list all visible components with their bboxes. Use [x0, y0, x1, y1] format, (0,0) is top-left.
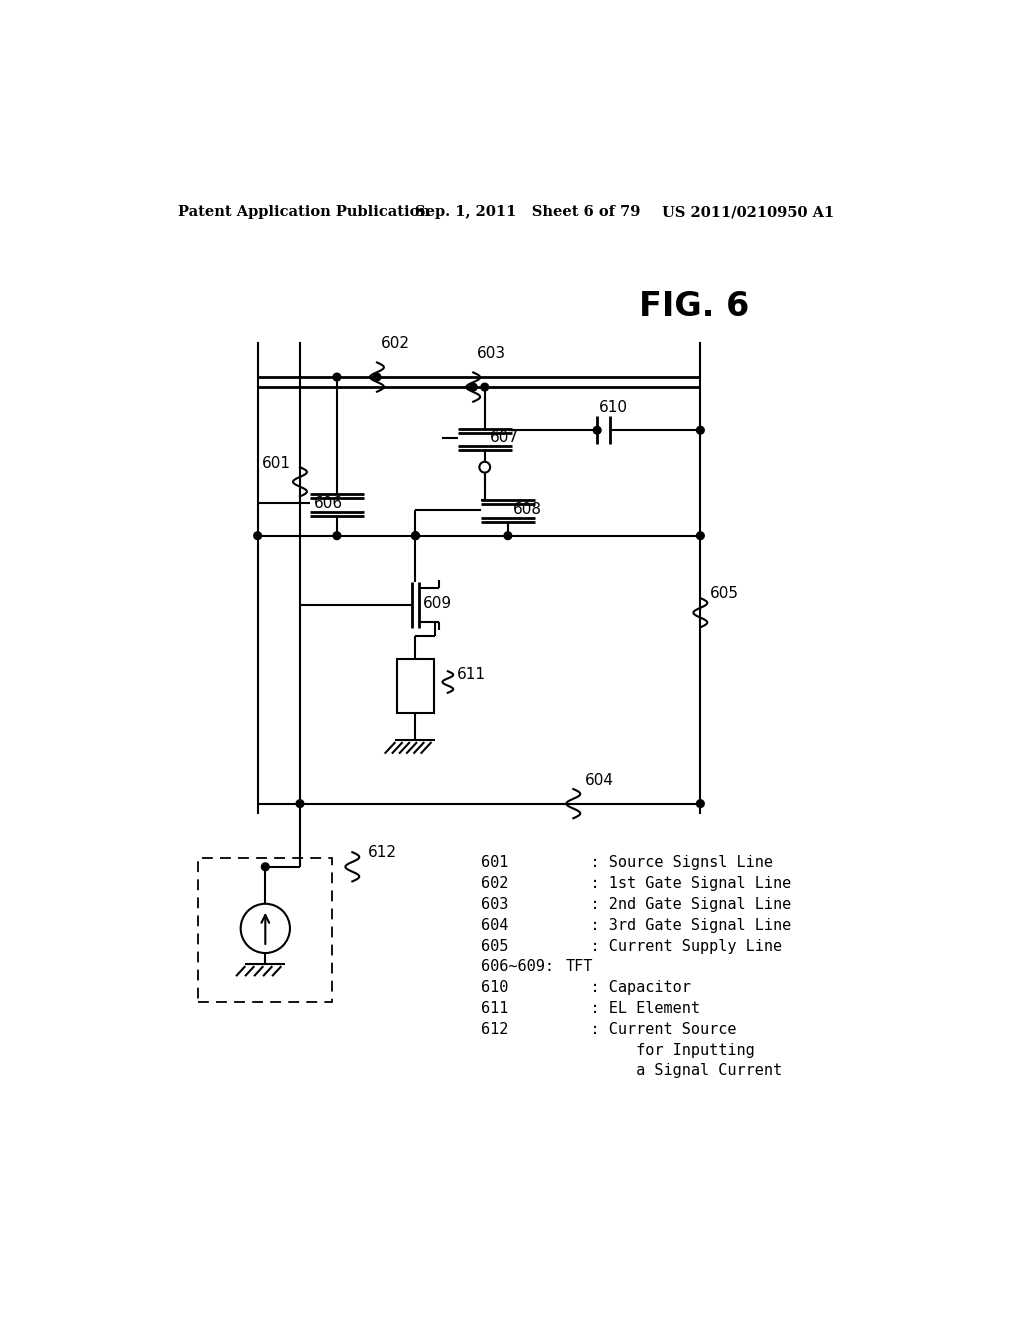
Text: 608: 608: [513, 502, 543, 517]
Text: : 1st Gate Signal Line: : 1st Gate Signal Line: [554, 876, 792, 891]
Circle shape: [412, 532, 419, 540]
Circle shape: [479, 462, 490, 473]
Text: : Source Signsl Line: : Source Signsl Line: [554, 855, 773, 870]
Text: : Capacitor: : Capacitor: [554, 981, 691, 995]
Circle shape: [696, 532, 705, 540]
Text: 606: 606: [313, 496, 343, 511]
Text: 605: 605: [481, 939, 508, 953]
Bar: [199, 858, 333, 1002]
Text: US 2011/0210950 A1: US 2011/0210950 A1: [662, 206, 835, 219]
Text: : EL Element: : EL Element: [554, 1001, 700, 1016]
Circle shape: [593, 426, 601, 434]
Circle shape: [373, 374, 381, 381]
Text: 609: 609: [423, 595, 453, 611]
Text: Sep. 1, 2011   Sheet 6 of 79: Sep. 1, 2011 Sheet 6 of 79: [416, 206, 641, 219]
Text: 612: 612: [481, 1022, 508, 1036]
Text: 610: 610: [481, 981, 508, 995]
Circle shape: [296, 800, 304, 808]
Text: : Current Supply Line: : Current Supply Line: [554, 939, 782, 953]
Text: 602: 602: [381, 335, 410, 351]
Text: Patent Application Publication: Patent Application Publication: [178, 206, 430, 219]
Text: 603: 603: [477, 346, 506, 360]
Text: 604: 604: [585, 774, 613, 788]
Text: 606~609:: 606~609:: [481, 960, 554, 974]
Text: 604: 604: [481, 917, 508, 933]
Text: 605: 605: [710, 586, 738, 601]
Text: 607: 607: [490, 430, 519, 445]
Text: a Signal Current: a Signal Current: [554, 1064, 782, 1078]
Circle shape: [254, 532, 261, 540]
Text: 611: 611: [481, 1001, 508, 1016]
Circle shape: [261, 863, 269, 871]
Circle shape: [469, 383, 477, 391]
Circle shape: [333, 532, 341, 540]
Circle shape: [504, 532, 512, 540]
Text: 601: 601: [481, 855, 508, 870]
Circle shape: [412, 532, 419, 540]
Bar: [397, 659, 434, 713]
Circle shape: [333, 374, 341, 381]
Text: 601: 601: [262, 455, 291, 471]
Text: : 2nd Gate Signal Line: : 2nd Gate Signal Line: [554, 898, 792, 912]
Text: for Inputting: for Inputting: [554, 1043, 755, 1057]
Text: : Current Source: : Current Source: [554, 1022, 736, 1036]
Text: 611: 611: [457, 667, 486, 682]
Circle shape: [696, 426, 705, 434]
Text: TFT: TFT: [565, 960, 593, 974]
Text: 612: 612: [368, 845, 396, 861]
Text: 602: 602: [481, 876, 508, 891]
Circle shape: [696, 800, 705, 808]
Text: 603: 603: [481, 898, 508, 912]
Text: : 3rd Gate Signal Line: : 3rd Gate Signal Line: [554, 917, 792, 933]
Text: 610: 610: [599, 400, 628, 414]
Text: FIG. 6: FIG. 6: [639, 290, 749, 323]
Circle shape: [481, 383, 488, 391]
